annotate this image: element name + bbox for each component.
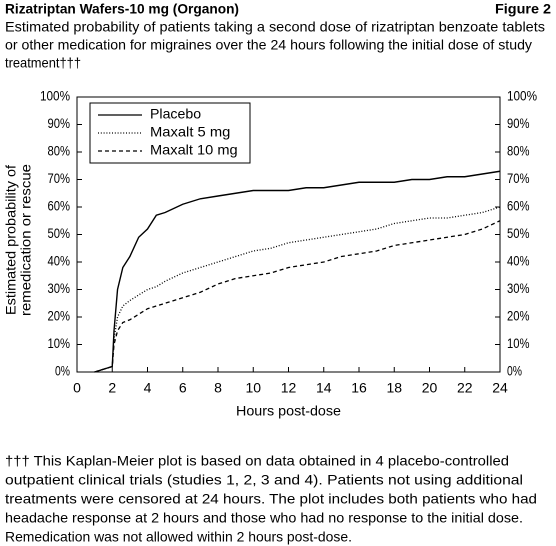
x-tick-label: 6 — [179, 380, 187, 396]
footnote: Remedication was not allowed within 2 ho… — [5, 529, 352, 545]
subtitle: Estimated probability of patients taking… — [5, 19, 545, 35]
page-title: Rizatriptan Wafers-10 mg (Organon) — [5, 1, 239, 17]
y-tick-label: 40% — [48, 253, 71, 269]
y-tick-label: 80% — [48, 143, 71, 159]
series-line — [94, 170, 501, 373]
y2-tick-label: 30% — [507, 280, 530, 296]
x-tick-label: 24 — [492, 380, 508, 396]
legend-label: Maxalt 5 mg — [150, 124, 230, 140]
y2-tick-label: 60% — [507, 198, 530, 214]
x-tick-label: 4 — [144, 380, 152, 396]
y2-tick-label: 0% — [507, 363, 522, 379]
y-tick-label: 0% — [55, 363, 70, 379]
x-tick-label: 12 — [281, 380, 297, 396]
legend-box — [89, 102, 251, 164]
legend-label: Maxalt 10 mg — [150, 142, 238, 158]
y2-tick-label: 90% — [507, 115, 530, 131]
y-tick-label: 30% — [48, 280, 71, 296]
y2-tick-label: 100% — [507, 88, 537, 104]
y-axis-label: Estimated probability of — [3, 165, 19, 315]
series-line — [94, 220, 501, 373]
x-tick-label: 16 — [351, 380, 367, 396]
y-tick-label: 10% — [48, 335, 71, 351]
x-tick-label: 0 — [73, 380, 81, 396]
y-tick-label: 50% — [48, 225, 71, 241]
series-line — [94, 206, 501, 373]
y2-tick-label: 80% — [507, 143, 530, 159]
y-tick-label: 70% — [48, 170, 71, 186]
x-tick-label: 20 — [422, 380, 438, 396]
x-axis-label: Hours post-dose — [236, 403, 341, 419]
footnote: ††† This Kaplan-Meier plot is based on d… — [5, 453, 509, 469]
y2-tick-label: 40% — [507, 253, 530, 269]
footnote: headache response at 2 hours and those w… — [5, 510, 523, 526]
y2-tick-label: 10% — [507, 335, 530, 351]
y-tick-label: 20% — [48, 308, 71, 324]
y-tick-label: 100% — [40, 88, 70, 104]
x-tick-label: 18 — [386, 380, 402, 396]
subtitle: treatment††† — [5, 55, 81, 71]
x-tick-label: 22 — [457, 380, 473, 396]
y-tick-label: 60% — [48, 198, 71, 214]
y2-tick-label: 70% — [507, 170, 530, 186]
y2-tick-label: 50% — [507, 225, 530, 241]
footnote: treatments were censored at 24 hours. Th… — [5, 491, 537, 507]
footnote: outpatient clinical trials (studies 1, 2… — [5, 472, 523, 488]
x-tick-label: 10 — [245, 380, 261, 396]
subtitle: or other medication for migraines over t… — [5, 37, 532, 53]
y2-tick-label: 20% — [507, 308, 530, 324]
x-tick-label: 14 — [316, 380, 332, 396]
y-tick-label: 90% — [48, 115, 71, 131]
figure-label: Figure 2 — [495, 1, 551, 17]
y-axis-label: remedication or rescue — [18, 164, 34, 316]
x-tick-label: 8 — [214, 380, 222, 396]
legend-label: Placebo — [150, 106, 201, 122]
x-tick-label: 2 — [108, 380, 116, 396]
